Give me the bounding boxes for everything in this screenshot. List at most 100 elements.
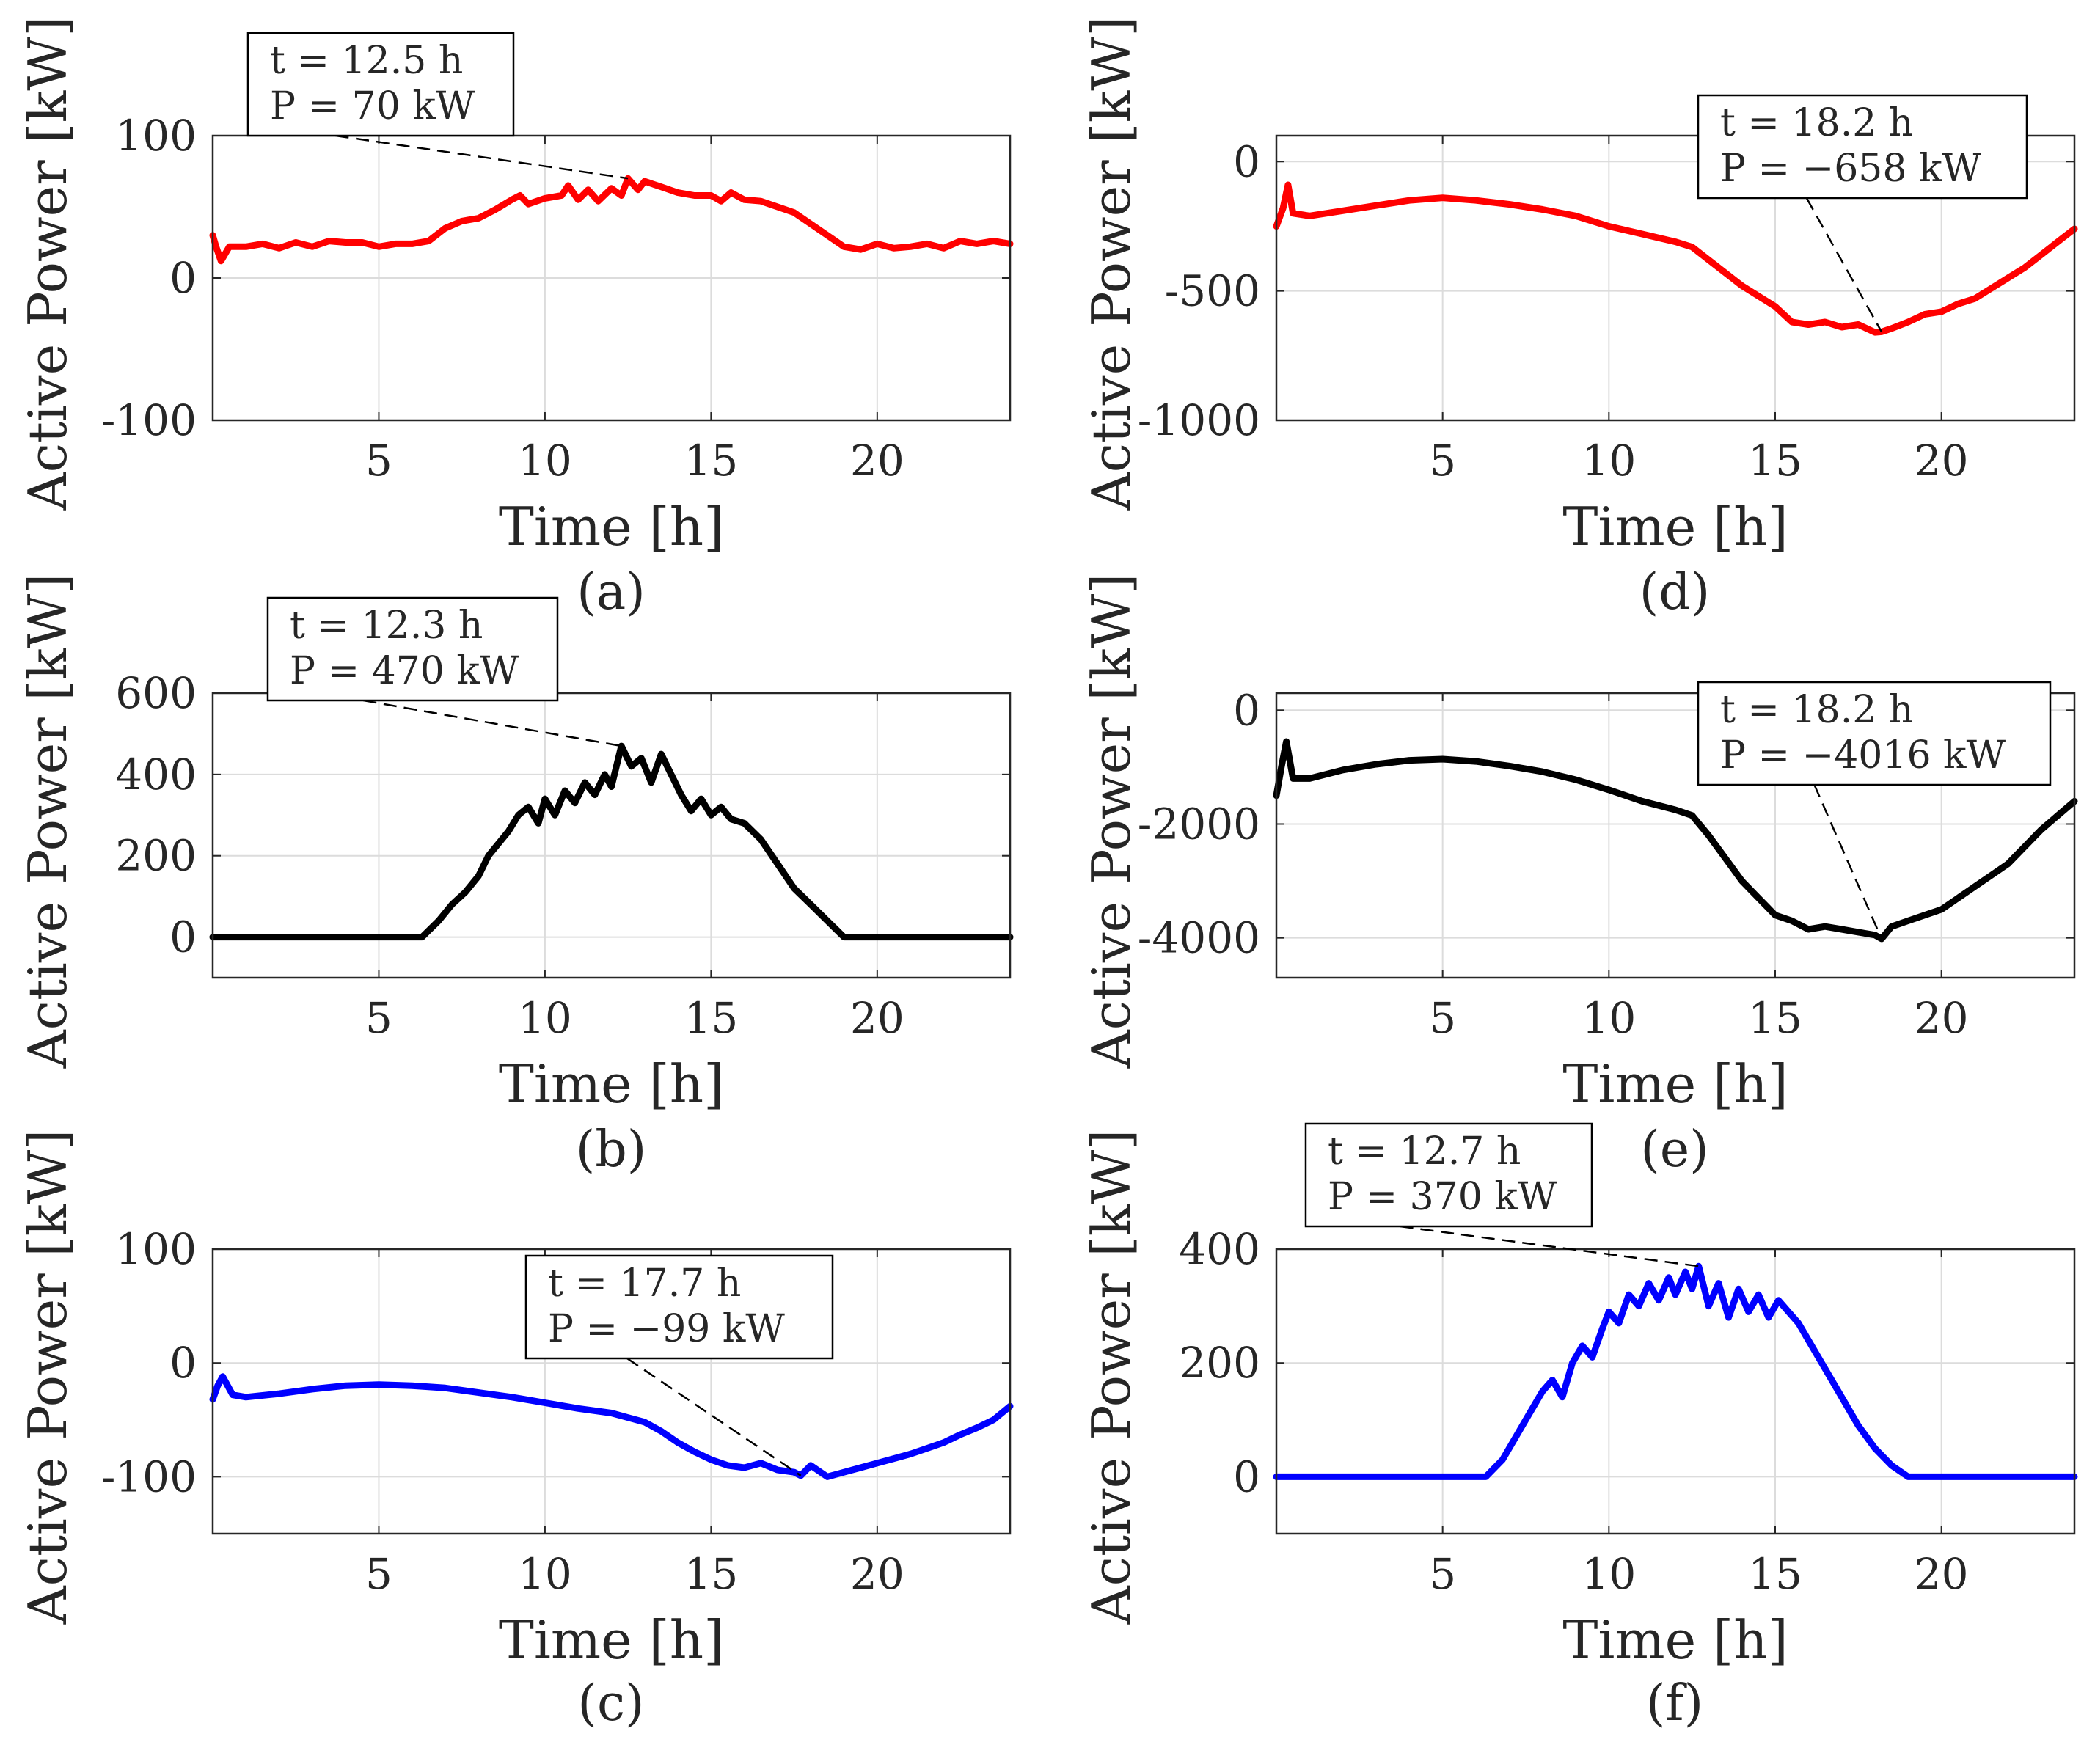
x-axis-label: Time [h] [499,496,724,557]
x-tick-label: 10 [1582,1549,1636,1599]
panel-caption: (c) [577,1675,644,1732]
y-tick-label: 0 [169,912,197,962]
y-tick-label: -100 [101,395,197,445]
y-tick-label: 600 [115,668,197,718]
y-axis-label: Active Power [kW] [1081,1130,1142,1625]
annotation-text: t = 12.3 h [290,604,483,648]
annotation-text: P = 470 kW [290,649,519,693]
y-tick-label: 100 [115,111,197,161]
annotation-text: t = 18.2 h [1720,101,1913,145]
x-tick-label: 10 [1582,993,1636,1043]
y-tick-label: 0 [1233,685,1260,735]
y-tick-label: -1000 [1138,395,1260,445]
annotation-box [266,596,559,702]
panel-caption: (a) [577,563,646,621]
panel-c: 5 10 15 20 -100 0 100 Time [h] Active Power [kW]… [17,1130,1014,1732]
x-tick-label: 15 [684,1549,738,1599]
series-line [209,742,1014,941]
annotation-text: P = −4016 kW [1720,733,2006,777]
y-tick-label: 0 [169,253,197,303]
y-tick-label: 0 [169,1338,197,1388]
panel-caption: (f) [1646,1675,1703,1732]
annotation-text: P = 70 kW [270,84,475,128]
annotation-leader [335,134,629,180]
axes-box [211,692,1012,979]
y-axis-label: Active Power [kW] [1081,574,1142,1069]
x-tick-label: 5 [365,436,392,486]
axes-box [1275,134,2076,422]
annotation-text: P = −658 kW [1720,147,1981,191]
panel-caption: (b) [576,1121,647,1179]
annotation-leader [363,699,622,747]
x-axis-label: Time [h] [499,1609,724,1671]
series-line [1273,1262,2078,1480]
annotation-box [1697,681,2052,786]
x-tick-label: 15 [1748,993,1802,1043]
x-axis-label: Time [h] [1562,496,1788,557]
axes-box [1275,1248,2076,1535]
panel-d: 5 10 15 20 -1000 -500 0 Time [h] Active Power [k… [1081,16,2078,621]
x-tick-label: 15 [1748,1549,1802,1599]
y-tick-label: 200 [1179,1338,1260,1388]
y-tick-label: 400 [115,750,197,799]
series-line [209,1373,1014,1480]
annotation-text: t = 17.7 h [548,1262,741,1306]
x-tick-label: 20 [850,1549,904,1599]
x-tick-label: 20 [850,436,904,486]
x-tick-label: 5 [365,993,392,1043]
x-tick-label: 20 [850,993,904,1043]
x-tick-label: 10 [1582,436,1636,486]
annotation-text: P = −99 kW [548,1307,785,1351]
annotation-leader [626,1357,802,1476]
axes-box [211,134,1012,422]
x-axis-label: Time [h] [1562,1053,1788,1115]
annotation-leader [1805,197,1883,332]
panel-e: 5 10 15 20 -4000 -2000 0 Time [h] Active Power [… [1081,574,2078,1179]
annotation-box [1304,1122,1593,1228]
panel-a: 5 10 15 20 -100 0 100 Time [h] Active Power [kW]… [17,16,1014,621]
x-tick-label: 20 [1915,436,1969,486]
x-tick-label: 10 [518,993,572,1043]
annotation-box [524,1254,834,1360]
annotation-text: t = 12.7 h [1328,1130,1521,1174]
y-tick-label: 100 [115,1224,197,1274]
axes-box [1275,692,2076,979]
y-axis-label: Active Power [kW] [1081,16,1142,512]
x-axis-label: Time [h] [499,1053,724,1115]
y-tick-label: 200 [115,831,197,881]
y-axis-label: Active Power [kW] [17,574,78,1069]
x-tick-label: 5 [1429,436,1456,486]
y-tick-label: 0 [1233,136,1260,186]
panel-caption: (d) [1639,563,1711,621]
x-tick-label: 15 [684,993,738,1043]
annotation-box [246,32,515,137]
x-tick-label: 10 [518,436,572,486]
x-tick-label: 5 [1429,993,1456,1043]
y-axis-label: Active Power [kW] [17,16,78,512]
annotation-box [1697,94,2028,200]
x-tick-label: 15 [1748,436,1802,486]
axes-box [211,1248,1012,1535]
annotation-leader [1400,1225,1699,1267]
annotation-leader [1813,784,1883,940]
y-tick-label: -100 [101,1452,197,1501]
y-tick-label: -500 [1165,266,1260,316]
x-tick-label: 5 [365,1549,392,1599]
series-line [209,175,1014,265]
y-tick-label: -4000 [1138,913,1260,963]
series-line [1273,181,2078,336]
series-line [1273,738,2078,943]
x-tick-label: 15 [684,436,738,486]
y-tick-label: -2000 [1138,799,1260,849]
x-axis-label: Time [h] [1562,1609,1788,1671]
panel-caption: (e) [1640,1121,1708,1179]
x-tick-label: 10 [518,1549,572,1599]
y-tick-label: 400 [1179,1224,1260,1274]
annotation-text: t = 18.2 h [1720,688,1913,732]
annotation-text: P = 370 kW [1328,1175,1557,1219]
annotation-text: t = 12.5 h [270,39,463,83]
y-axis-label: Active Power [kW] [17,1130,78,1625]
